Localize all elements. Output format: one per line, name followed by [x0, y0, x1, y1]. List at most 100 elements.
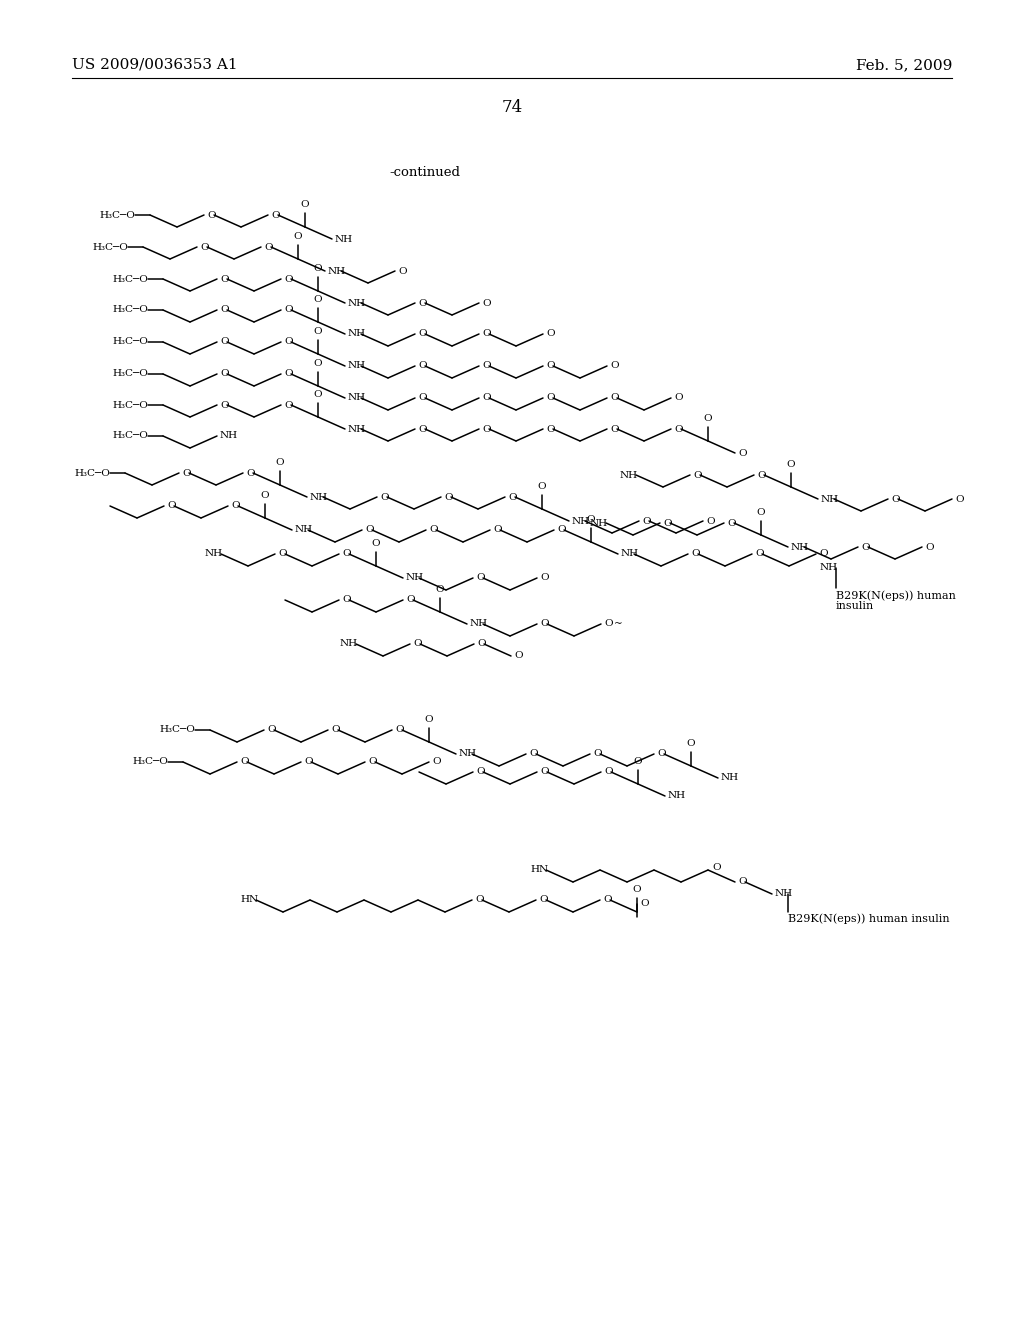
Text: O: O — [540, 619, 549, 628]
Text: O: O — [271, 210, 280, 219]
Text: NH: NH — [459, 750, 477, 759]
Text: O: O — [663, 519, 672, 528]
Text: O: O — [703, 414, 713, 422]
Text: NH: NH — [295, 525, 313, 535]
Text: O: O — [418, 393, 427, 403]
Text: O: O — [313, 389, 323, 399]
Text: O: O — [220, 400, 228, 409]
Text: O: O — [435, 585, 444, 594]
Text: NH: NH — [348, 298, 367, 308]
Text: O: O — [246, 469, 255, 478]
Text: NH: NH — [205, 549, 223, 558]
Text: Feb. 5, 2009: Feb. 5, 2009 — [856, 58, 952, 73]
Text: O: O — [693, 470, 701, 479]
Text: O: O — [429, 525, 437, 535]
Text: H₃C─O: H₃C─O — [112, 400, 148, 409]
Text: NH: NH — [335, 235, 353, 243]
Text: NH: NH — [310, 492, 328, 502]
Text: O: O — [738, 878, 746, 887]
Text: O: O — [261, 491, 269, 500]
Text: O: O — [610, 393, 618, 403]
Text: O: O — [604, 767, 612, 776]
Text: O: O — [301, 201, 309, 209]
Text: O: O — [540, 767, 549, 776]
Text: O: O — [603, 895, 611, 904]
Text: O: O — [757, 508, 765, 517]
Text: O: O — [418, 298, 427, 308]
Text: O: O — [587, 515, 595, 524]
Text: O: O — [475, 895, 483, 904]
Text: ~: ~ — [614, 619, 623, 628]
Text: O: O — [514, 652, 522, 660]
Text: O: O — [395, 726, 403, 734]
Text: O: O — [546, 362, 555, 371]
Text: O: O — [275, 458, 285, 467]
Text: O: O — [264, 243, 272, 252]
Text: O: O — [372, 539, 380, 548]
Text: NH: NH — [820, 564, 838, 573]
Text: NH: NH — [470, 619, 488, 628]
Text: O: O — [406, 595, 415, 605]
Text: O: O — [313, 359, 323, 368]
Text: O: O — [546, 393, 555, 403]
Text: H₃C─O: H₃C─O — [159, 726, 195, 734]
Text: O: O — [610, 362, 618, 371]
Text: O: O — [891, 495, 900, 503]
Text: O: O — [861, 543, 869, 552]
Text: O: O — [706, 516, 715, 525]
Text: O: O — [220, 370, 228, 379]
Text: H₃C─O: H₃C─O — [74, 469, 110, 478]
Text: O: O — [220, 338, 228, 346]
Text: NH: NH — [220, 432, 239, 441]
Text: O: O — [365, 525, 374, 535]
Text: O: O — [593, 750, 602, 759]
Text: O: O — [284, 305, 293, 314]
Text: O: O — [540, 573, 549, 582]
Text: O: O — [476, 767, 484, 776]
Text: O: O — [727, 519, 735, 528]
Text: NH: NH — [340, 639, 358, 648]
Text: O: O — [674, 393, 683, 403]
Text: NH: NH — [721, 774, 739, 783]
Text: O: O — [418, 425, 427, 433]
Text: O: O — [755, 549, 764, 558]
Text: O: O — [278, 549, 287, 558]
Text: O: O — [786, 459, 796, 469]
Text: O: O — [493, 525, 502, 535]
Text: O: O — [418, 330, 427, 338]
Text: O: O — [687, 739, 695, 748]
Text: NH: NH — [590, 519, 608, 528]
Text: O: O — [674, 425, 683, 433]
Text: O: O — [425, 715, 433, 723]
Text: O: O — [546, 425, 555, 433]
Text: O: O — [313, 294, 323, 304]
Text: NH: NH — [791, 543, 809, 552]
Text: O: O — [200, 243, 209, 252]
Text: O: O — [633, 884, 641, 894]
Text: O: O — [432, 758, 440, 767]
Text: O: O — [220, 275, 228, 284]
Text: O: O — [284, 400, 293, 409]
Text: O: O — [231, 502, 240, 511]
Text: O: O — [182, 469, 190, 478]
Text: O: O — [757, 470, 766, 479]
Text: insulin: insulin — [836, 601, 874, 611]
Text: NH: NH — [572, 516, 590, 525]
Text: NH: NH — [621, 549, 639, 558]
Text: H₃C─O: H₃C─O — [99, 210, 135, 219]
Text: O: O — [482, 298, 490, 308]
Text: NH: NH — [348, 330, 367, 338]
Text: O: O — [738, 449, 746, 458]
Text: O: O — [819, 549, 827, 558]
Text: O: O — [691, 549, 699, 558]
Text: O: O — [476, 573, 484, 582]
Text: O: O — [240, 758, 249, 767]
Text: O: O — [640, 899, 648, 908]
Text: O: O — [508, 492, 517, 502]
Text: NH: NH — [775, 890, 794, 899]
Text: O: O — [284, 370, 293, 379]
Text: O: O — [368, 758, 377, 767]
Text: O: O — [604, 619, 612, 628]
Text: O: O — [331, 726, 340, 734]
Text: O: O — [284, 275, 293, 284]
